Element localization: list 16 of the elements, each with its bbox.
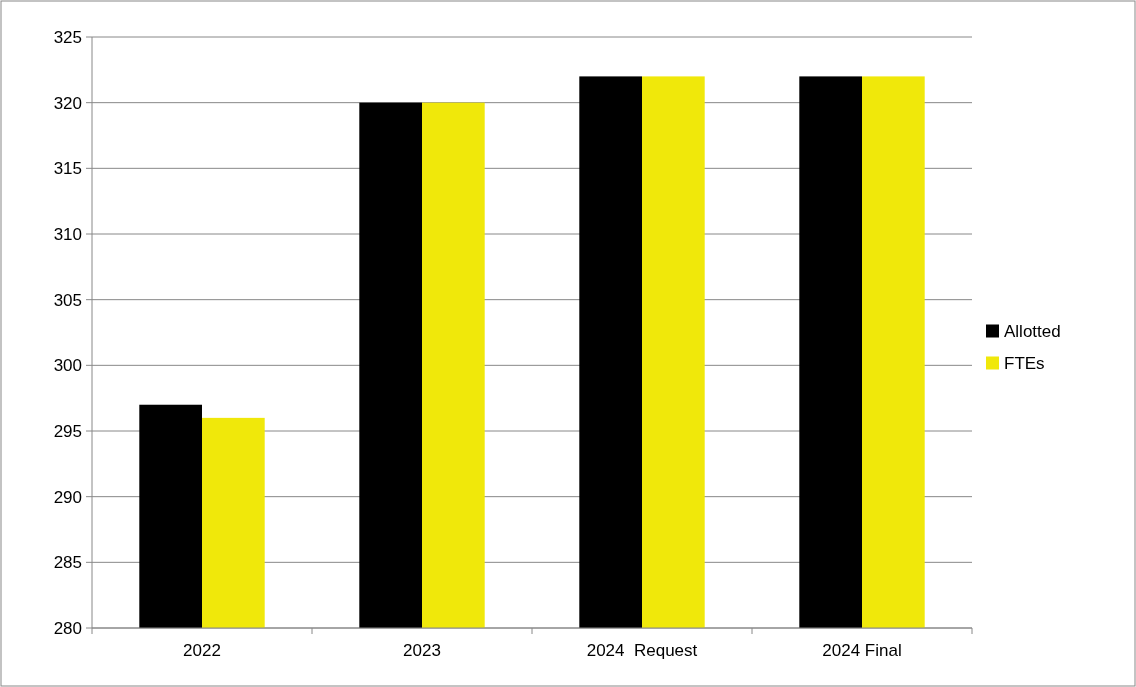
y-tick-label: 310: [53, 224, 82, 244]
y-tick-label: 300: [53, 356, 82, 376]
y-tick-label: 320: [53, 93, 82, 113]
x-tick-label: 2022: [183, 641, 221, 660]
y-tick-label: 295: [53, 421, 82, 441]
y-tick-label: 280: [53, 618, 82, 638]
legend-label: FTEs: [1004, 354, 1045, 374]
legend-label: Allotted: [1004, 322, 1061, 342]
y-tick-label: 315: [53, 159, 82, 179]
x-tick-label: 2024 Final: [822, 641, 902, 660]
y-tick-label: 305: [53, 290, 82, 310]
y-tick-label: 290: [53, 487, 82, 507]
y-tick-label: 285: [53, 553, 82, 573]
x-tick-label: 2024 Request: [586, 641, 698, 660]
x-tick-label: 2023: [403, 641, 441, 660]
y-tick-label: 325: [53, 27, 82, 47]
